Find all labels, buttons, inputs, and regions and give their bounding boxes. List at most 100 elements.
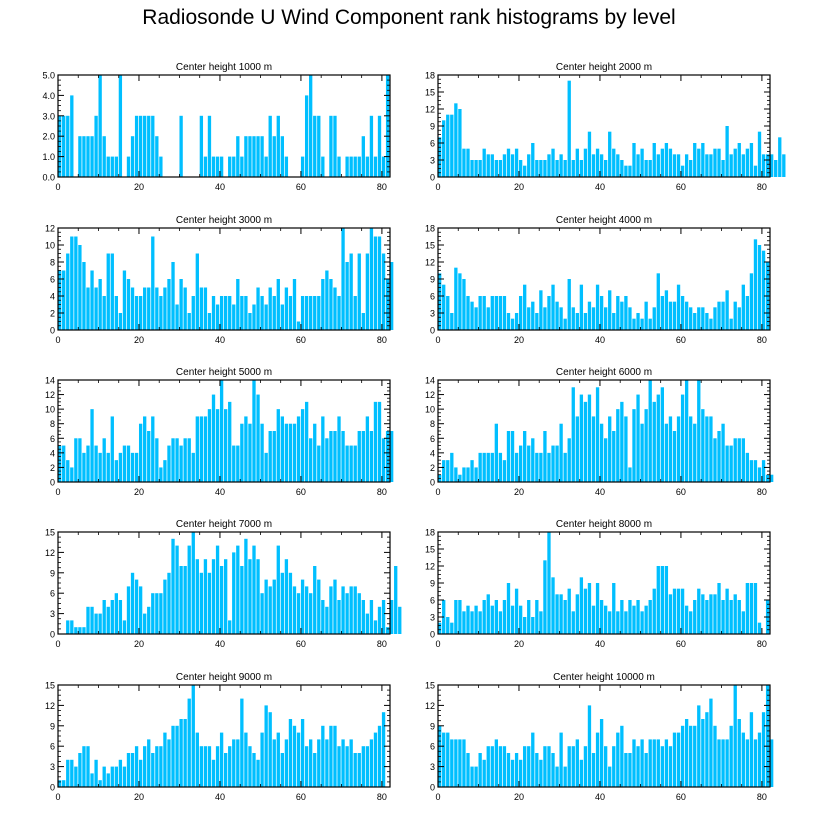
y-tick-label: 12 <box>425 390 435 400</box>
histogram-bar <box>640 423 644 482</box>
histogram-bar <box>256 559 260 634</box>
histogram-bar <box>232 156 236 177</box>
histogram-bar <box>745 583 750 634</box>
histogram-bar <box>693 143 697 177</box>
histogram-bar <box>778 137 782 177</box>
histogram-bar <box>98 613 102 634</box>
histogram-bar <box>705 712 709 787</box>
histogram-bar <box>357 156 361 177</box>
histogram-bar <box>462 148 466 177</box>
histogram-bar <box>595 583 600 634</box>
histogram-bar <box>608 766 612 787</box>
histogram-bar <box>518 605 523 634</box>
histogram-bar <box>219 566 224 634</box>
x-tick-label: 20 <box>514 182 524 192</box>
histogram-bar <box>106 156 110 177</box>
y-tick-label: 0 <box>50 326 55 336</box>
histogram-bar <box>604 746 608 787</box>
histogram-bar <box>284 287 289 330</box>
histogram-bar <box>357 593 361 634</box>
histogram-bar <box>199 287 204 330</box>
histogram-bar <box>203 746 208 787</box>
histogram-bar <box>587 583 592 634</box>
histogram-bar <box>486 746 490 787</box>
histogram-bar <box>664 566 669 634</box>
histogram-bar <box>721 600 725 634</box>
histogram-bar <box>612 313 616 330</box>
y-tick-label: 12 <box>425 258 435 268</box>
x-tick-label: 20 <box>134 792 144 802</box>
histogram-bar <box>745 739 750 787</box>
histogram-bar <box>774 160 778 177</box>
histogram-bar <box>321 600 325 634</box>
histogram-bar <box>163 579 167 634</box>
histogram-bar <box>514 313 519 330</box>
histogram-bar <box>211 394 216 482</box>
y-tick-label: 14 <box>425 376 435 386</box>
histogram-panel: Center height 4000 m 0 3 6 9 12 15 18 0 20 40 60 80 <box>425 215 771 345</box>
y-tick-label: 6 <box>430 139 435 149</box>
histogram-bar <box>288 423 293 482</box>
histogram-bar <box>353 753 357 787</box>
histogram-bar <box>684 301 689 330</box>
histogram-bar <box>446 460 450 482</box>
histogram-bar <box>284 559 289 634</box>
histogram-bar <box>199 572 204 634</box>
histogram-bar <box>729 445 733 482</box>
histogram-bar <box>333 287 337 330</box>
histogram-bar <box>179 279 183 330</box>
histogram-bar <box>94 115 98 177</box>
histogram-bar <box>353 586 357 634</box>
histogram-bar <box>309 438 313 482</box>
x-tick-label: 0 <box>55 335 60 345</box>
histogram-bar <box>248 313 252 330</box>
x-tick-label: 80 <box>377 639 387 649</box>
histogram-bar <box>341 431 345 482</box>
histogram-bar <box>523 284 527 330</box>
histogram-bar <box>652 307 656 330</box>
histogram-bar <box>676 154 681 177</box>
histogram-bar <box>268 712 272 787</box>
x-tick-label: 40 <box>215 639 225 649</box>
histogram-bar <box>693 725 697 787</box>
histogram-bar <box>462 739 466 787</box>
histogram-bar <box>555 301 559 330</box>
histogram-bar <box>709 318 713 330</box>
histogram-bar <box>454 267 458 330</box>
histogram-bar <box>138 586 143 634</box>
histogram-bar <box>62 270 66 330</box>
histogram-bar <box>353 296 357 330</box>
histogram-bar <box>321 416 325 482</box>
histogram-bar <box>203 287 208 330</box>
histogram-bar <box>689 725 693 787</box>
histogram-bar <box>680 165 685 177</box>
y-tick-label: 12 <box>45 224 55 234</box>
x-tick-label: 80 <box>757 487 767 497</box>
histogram-bar <box>309 75 313 177</box>
histogram-bar <box>98 452 102 482</box>
histogram-bar <box>612 583 616 634</box>
histogram-bar <box>207 572 212 634</box>
histogram-bar <box>559 594 563 634</box>
histogram-bar <box>94 287 98 330</box>
histogram-bar <box>248 746 252 787</box>
histogram-bar <box>276 279 280 330</box>
panel-title: Center height 2000 m <box>556 62 652 73</box>
histogram-bar <box>539 290 543 330</box>
x-tick-label: 20 <box>514 487 524 497</box>
histogram-bar <box>110 253 114 330</box>
histogram-bar <box>369 228 374 330</box>
histogram-bar <box>753 165 758 177</box>
histogram-bar <box>369 431 374 482</box>
histogram-bar <box>353 156 357 177</box>
page-title: Radiosonde U Wind Component rank histogr… <box>142 6 676 29</box>
histogram-bar <box>224 296 228 330</box>
histogram-bar <box>361 136 365 177</box>
histogram-bar <box>365 253 370 330</box>
histogram-bar <box>604 307 608 330</box>
x-tick-label: 0 <box>55 792 60 802</box>
histogram-bar <box>304 401 309 482</box>
histogram-bar <box>252 753 256 787</box>
histogram-bar <box>309 296 313 330</box>
histogram-bar <box>377 236 382 330</box>
